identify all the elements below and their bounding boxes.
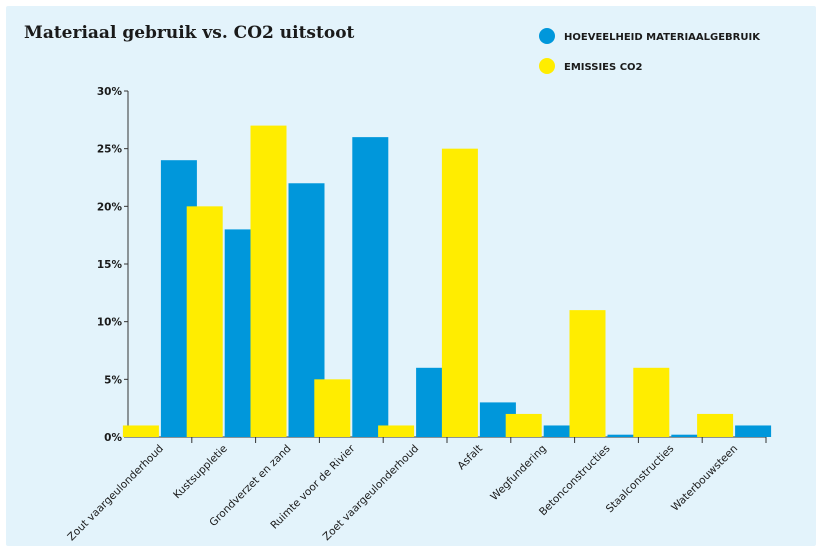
category-label: Asfalt [455,443,485,473]
bar-materiaal-4 [352,137,389,437]
y-tick-label: 25% [97,144,123,156]
y-tick-label: 10% [97,317,123,329]
bar-emissies-6 [441,148,478,437]
legend: HOEVEELHEID MATERIAALGEBRUIK EMISSIES CO2 [539,28,761,74]
bar-emissies-1 [122,425,159,437]
bar-emissies-2 [186,206,223,437]
chart-title: Materiaal gebruik vs. CO2 uitstoot [24,23,355,43]
y-tick-label: 5% [104,374,122,386]
bar-emissies-8 [569,310,606,437]
category-label: Staalconstructies [604,443,677,516]
bar-emissies-9 [633,367,670,437]
bar-chart: Materiaal gebruik vs. CO2 uitstoot HOEVE… [24,23,772,543]
category-label: Wegfundering [488,443,549,504]
bar-materiaal-8 [607,434,644,437]
legend-swatch [539,28,555,44]
bar-materiaal-10 [735,425,772,437]
bar-emissies-5 [378,425,415,437]
y-tick-label: 15% [97,259,123,271]
bar-emissies-4 [314,379,351,437]
category-labels: Zout vaargeulonderhoud KustsuppletieGrond… [65,442,740,543]
bar-materiaal-9 [671,434,708,437]
legend-label: EMISSIES CO2 [564,62,643,73]
bars [122,125,772,437]
bar-emissies-7 [505,413,542,437]
chart-card: Materiaal gebruik vs. CO2 uitstoot HOEVE… [6,6,816,546]
bar-emissies-10 [697,413,734,437]
category-label: Kustsuppletie [171,443,230,502]
y-tick-label: 20% [97,201,123,213]
category-label: Waterbouwsteen [669,443,740,514]
bar-emissies-3 [250,125,287,437]
category-label: Zout vaargeulonderhoud [65,443,166,544]
legend-label: HOEVEELHEID MATERIAALGEBRUIK [564,32,761,43]
y-tick-label: 0% [104,432,122,444]
bar-materiaal-7 [543,425,580,437]
category-label: Betonconstructies [537,443,613,519]
y-tick-label: 30% [97,86,123,98]
legend-swatch [539,58,555,74]
